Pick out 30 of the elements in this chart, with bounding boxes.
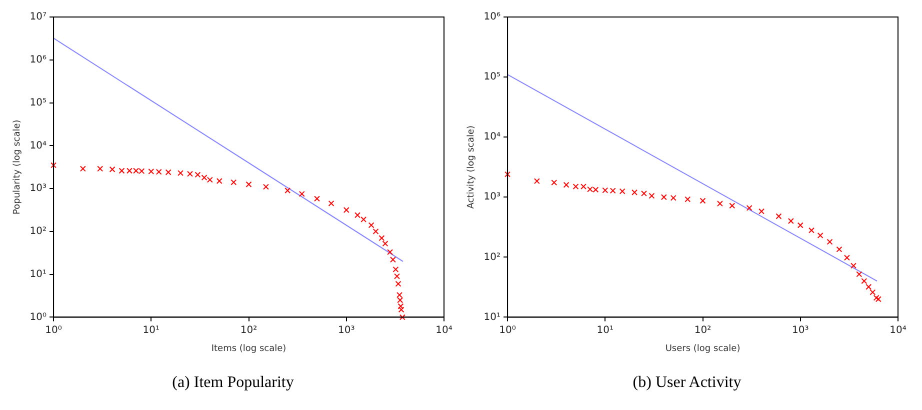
y-tick-label: 10⁵ — [484, 72, 501, 83]
y-tick-label: 10⁶ — [484, 12, 501, 23]
x-tick-label: 10⁴ — [890, 324, 906, 336]
x-tick-label: 10⁰ — [45, 324, 62, 336]
y-tick-label: 10² — [30, 226, 47, 238]
x-tick-label: 10³ — [338, 324, 355, 336]
y-tick-label: 10¹ — [30, 268, 47, 280]
y-axis-title: Activity (log scale) — [466, 125, 477, 209]
y-tick-label: 10² — [484, 252, 501, 263]
x-axis-title: Users (log scale) — [665, 344, 740, 354]
y-tick-label: 10⁴ — [30, 140, 47, 152]
x-tick-label: 10² — [240, 324, 258, 336]
y-tick-label: 10⁰ — [30, 312, 47, 323]
y-axis-title: Popularity (log scale) — [12, 120, 23, 214]
x-tick-label: 10⁴ — [436, 324, 452, 336]
x-tick-label: 10⁰ — [499, 324, 516, 336]
y-tick-label: 10⁷ — [30, 12, 47, 23]
y-tick-label: 10³ — [484, 192, 501, 203]
text: (a) Item Popularity — [172, 374, 294, 392]
y-tick-label: 10⁶ — [30, 54, 47, 66]
x-axis-title: Items (log scale) — [211, 344, 286, 354]
x-tick-label: 10² — [694, 324, 712, 336]
y-tick-label: 10³ — [30, 183, 47, 194]
text: (b) User Activity — [632, 374, 742, 392]
y-tick-label: 10⁴ — [484, 132, 501, 143]
x-tick-label: 10³ — [792, 324, 809, 336]
x-tick-label: 10¹ — [142, 324, 160, 336]
y-tick-label: 10¹ — [484, 312, 501, 323]
y-tick-label: 10⁵ — [30, 97, 47, 108]
x-tick-label: 10¹ — [596, 324, 614, 336]
